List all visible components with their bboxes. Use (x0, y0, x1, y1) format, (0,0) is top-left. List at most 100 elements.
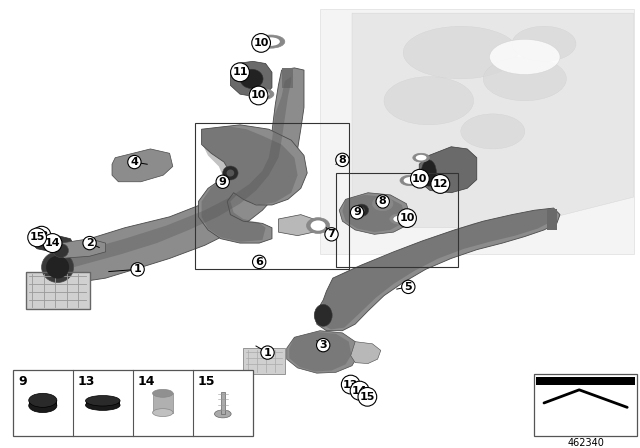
Polygon shape (202, 126, 298, 242)
Text: 14: 14 (138, 375, 156, 388)
Polygon shape (152, 393, 173, 413)
Polygon shape (287, 331, 358, 373)
Polygon shape (198, 125, 307, 243)
Polygon shape (553, 209, 555, 230)
Text: 2: 2 (86, 238, 93, 248)
Text: 12: 12 (433, 179, 448, 189)
Ellipse shape (29, 399, 57, 413)
Ellipse shape (358, 207, 365, 213)
Polygon shape (351, 342, 381, 363)
Ellipse shape (86, 400, 120, 410)
Ellipse shape (376, 199, 389, 208)
Text: 11: 11 (232, 67, 248, 77)
Text: 13: 13 (78, 375, 95, 388)
Polygon shape (549, 209, 551, 230)
Ellipse shape (421, 160, 436, 186)
Bar (336, 173, 458, 267)
Ellipse shape (394, 215, 406, 222)
Polygon shape (291, 68, 293, 88)
Polygon shape (278, 215, 317, 236)
Text: 10: 10 (412, 174, 428, 184)
Ellipse shape (152, 389, 173, 397)
Polygon shape (289, 68, 291, 88)
Text: 15: 15 (29, 233, 45, 242)
Ellipse shape (403, 26, 518, 79)
Polygon shape (282, 68, 284, 88)
Polygon shape (86, 401, 120, 405)
Text: 10: 10 (399, 213, 415, 223)
Ellipse shape (461, 114, 525, 149)
Polygon shape (320, 9, 634, 254)
Text: 13: 13 (343, 379, 358, 390)
Polygon shape (285, 68, 287, 88)
Ellipse shape (310, 220, 326, 231)
Ellipse shape (214, 410, 231, 418)
Text: 15: 15 (198, 375, 216, 388)
Text: 10: 10 (253, 38, 269, 48)
Ellipse shape (86, 396, 120, 406)
Ellipse shape (512, 26, 576, 61)
Text: 8: 8 (379, 197, 387, 207)
Polygon shape (339, 193, 410, 234)
Text: 1: 1 (134, 264, 141, 274)
Ellipse shape (46, 256, 69, 279)
Polygon shape (32, 236, 74, 252)
Ellipse shape (307, 218, 330, 233)
Text: 9: 9 (219, 177, 227, 187)
Ellipse shape (355, 204, 369, 216)
Polygon shape (243, 348, 285, 374)
Text: 6: 6 (255, 257, 263, 267)
Polygon shape (51, 239, 106, 258)
Text: 7: 7 (328, 229, 335, 239)
Ellipse shape (257, 35, 285, 48)
Polygon shape (317, 208, 560, 331)
Text: 8: 8 (339, 155, 346, 165)
Bar (536, 377, 635, 385)
Ellipse shape (400, 175, 420, 186)
Polygon shape (230, 61, 272, 96)
Text: 13: 13 (34, 231, 49, 241)
Text: 10: 10 (251, 90, 266, 100)
Text: 14: 14 (45, 238, 60, 248)
Polygon shape (112, 149, 173, 182)
Text: 9: 9 (353, 207, 361, 217)
Polygon shape (287, 68, 289, 88)
Text: 15: 15 (360, 392, 375, 402)
Polygon shape (58, 77, 291, 271)
Polygon shape (352, 13, 634, 228)
Polygon shape (419, 147, 477, 193)
Ellipse shape (413, 153, 429, 162)
Ellipse shape (240, 69, 263, 88)
Ellipse shape (248, 88, 274, 100)
Ellipse shape (416, 155, 426, 160)
Polygon shape (320, 208, 556, 329)
Bar (13, 370, 253, 436)
Polygon shape (289, 332, 351, 371)
Ellipse shape (223, 166, 238, 180)
Ellipse shape (483, 57, 566, 101)
Ellipse shape (152, 409, 173, 417)
Polygon shape (58, 68, 304, 283)
Polygon shape (555, 209, 557, 230)
Ellipse shape (384, 77, 474, 125)
Polygon shape (221, 392, 225, 414)
Polygon shape (547, 209, 549, 230)
Bar (534, 375, 637, 436)
Ellipse shape (42, 252, 74, 283)
Ellipse shape (227, 169, 234, 177)
Ellipse shape (390, 214, 410, 224)
Text: 9: 9 (18, 375, 26, 388)
Polygon shape (551, 209, 553, 230)
Ellipse shape (262, 37, 280, 46)
Ellipse shape (404, 177, 417, 184)
Ellipse shape (29, 393, 57, 407)
Polygon shape (29, 401, 57, 405)
Text: 4: 4 (131, 157, 138, 167)
Polygon shape (284, 68, 285, 88)
Ellipse shape (253, 90, 269, 98)
Polygon shape (342, 195, 404, 232)
Ellipse shape (314, 304, 332, 326)
Text: 462340: 462340 (567, 438, 604, 448)
Polygon shape (26, 271, 90, 309)
Text: 14: 14 (352, 386, 367, 396)
